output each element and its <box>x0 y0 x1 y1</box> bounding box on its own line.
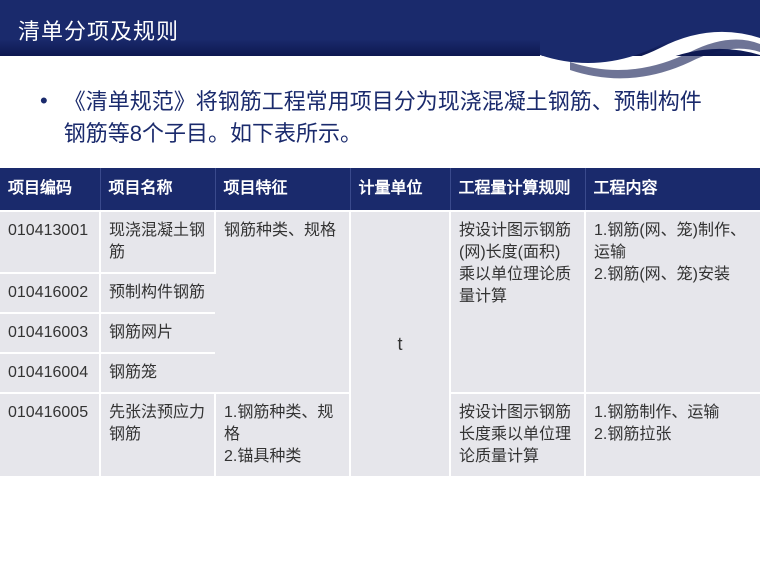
cell-code: 010416005 <box>0 393 100 476</box>
th-code: 项目编码 <box>0 168 100 211</box>
table-header-row: 项目编码 项目名称 项目特征 计量单位 工程量计算规则 工程内容 <box>0 168 760 211</box>
cell-name: 预制构件钢筋 <box>100 273 215 313</box>
th-content: 工程内容 <box>585 168 760 211</box>
cell-code: 010416003 <box>0 313 100 353</box>
content-area: • 《清单规范》将钢筋工程常用项目分为现浇混凝土钢筋、预制构件钢筋等8个子目。如… <box>0 56 760 565</box>
cell-name: 先张法预应力钢筋 <box>100 393 215 476</box>
cell-feature: 1.钢筋种类、规格 2.锚具种类 <box>215 393 350 476</box>
cell-feature: 钢筋种类、规格 <box>215 211 350 393</box>
cell-rule: 按设计图示钢筋长度乘以单位理论质量计算 <box>450 393 585 476</box>
cell-name: 钢筋网片 <box>100 313 215 353</box>
slide-header: 清单分项及规则 <box>0 0 760 56</box>
cell-name: 现浇混凝土钢筋 <box>100 211 215 273</box>
items-table: 项目编码 项目名称 项目特征 计量单位 工程量计算规则 工程内容 0104130… <box>0 168 760 476</box>
th-name: 项目名称 <box>100 168 215 211</box>
cell-code: 010416002 <box>0 273 100 313</box>
cell-code: 010416004 <box>0 353 100 393</box>
cell-code: 010413001 <box>0 211 100 273</box>
intro-text: 《清单规范》将钢筋工程常用项目分为现浇混凝土钢筋、预制构件钢筋等8个子目。如下表… <box>64 86 720 150</box>
cell-rule: 按设计图示钢筋(网)长度(面积)乘以单位理论质量计算 <box>450 211 585 393</box>
cell-content: 1.钢筋制作、运输 2.钢筋拉张 <box>585 393 760 476</box>
cell-name: 钢筋笼 <box>100 353 215 393</box>
th-unit: 计量单位 <box>350 168 450 211</box>
cell-content: 1.钢筋(网、笼)制作、运输 2.钢筋(网、笼)安装 <box>585 211 760 393</box>
table-row: 010413001 现浇混凝土钢筋 钢筋种类、规格 t 按设计图示钢筋(网)长度… <box>0 211 760 273</box>
cell-unit: t <box>350 211 450 476</box>
intro-bullet-row: • 《清单规范》将钢筋工程常用项目分为现浇混凝土钢筋、预制构件钢筋等8个子目。如… <box>40 86 720 150</box>
th-feature: 项目特征 <box>215 168 350 211</box>
th-rule: 工程量计算规则 <box>450 168 585 211</box>
slide-title: 清单分项及规则 <box>18 14 742 46</box>
intro-section: • 《清单规范》将钢筋工程常用项目分为现浇混凝土钢筋、预制构件钢筋等8个子目。如… <box>0 56 760 168</box>
bullet-icon: • <box>40 86 48 116</box>
